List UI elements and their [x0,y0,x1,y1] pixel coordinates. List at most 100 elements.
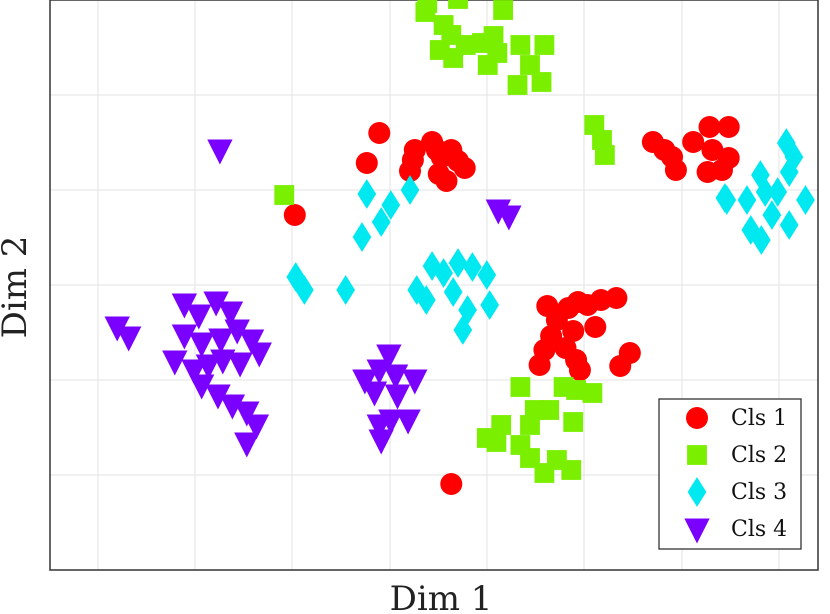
data-point-cls-3 [779,157,799,187]
data-point-cls-2 [510,35,531,55]
data-point-cls-2 [476,428,497,448]
legend-label-cls-2: Cls 2 [731,443,787,468]
data-point-cls-3 [768,177,788,207]
legend-label-cls-1: Cls 1 [731,406,787,431]
data-point-cls-1 [355,152,378,174]
data-point-cls-3 [381,190,401,220]
data-point-cls-4 [195,354,222,380]
legend-box [658,398,802,550]
data-point-cls-2 [584,115,605,135]
data-point-cls-4 [203,291,229,317]
x-axis-label: Dim 1 [390,579,493,614]
data-point-cls-3 [737,185,757,215]
data-point-cls-2 [520,415,540,435]
data-point-cls-4 [224,319,250,345]
data-point-cls-3 [480,290,500,320]
data-point-cls-4 [171,293,198,319]
legend-label-cls-3: Cls 3 [731,480,787,505]
legend-markers [684,407,710,544]
data-point-cls-4 [238,329,265,355]
data-point-cls-2 [429,40,450,60]
data-point-cls-1 [562,320,585,342]
data-point-cls-4 [395,409,421,435]
data-point-cls-4 [382,364,409,390]
data-point-cls-4 [366,414,392,440]
series-cls-1 [283,116,740,495]
data-point-cls-3 [371,207,391,237]
data-point-cls-2 [539,400,560,420]
data-point-cls-2 [566,380,586,400]
data-point-cls-4 [171,324,198,350]
data-point-cls-1 [605,287,628,309]
data-point-cls-4 [116,326,142,352]
data-point-cls-1 [283,204,306,226]
data-point-cls-2 [477,55,498,75]
data-point-cls-4 [181,359,207,385]
legend-marker-cls-4 [684,518,710,544]
legend: Cls 1 Cls 2 Cls 3 Cls 4 [658,398,802,550]
y-axis-label: Dim 2 [0,236,35,339]
data-point-cls-2 [448,0,468,9]
data-point-cls-3 [448,248,468,278]
data-point-cls-3 [463,252,482,282]
data-point-cls-3 [779,210,799,240]
data-point-cls-3 [434,258,453,288]
data-point-cls-2 [594,145,615,165]
data-point-cls-1 [453,157,476,179]
data-point-cls-1 [435,170,458,192]
data-point-cls-1 [682,131,705,153]
data-point-cls-2 [415,2,436,22]
data-point-cls-3 [453,315,473,345]
data-point-cls-1 [664,159,687,181]
plot-frame [49,0,819,571]
data-point-cls-2 [507,75,528,95]
data-point-cls-2 [520,55,540,75]
data-point-cls-3 [352,222,372,252]
data-point-cls-3 [443,277,463,307]
data-point-cls-4 [246,342,272,368]
data-point-cls-4 [243,414,270,440]
data-point-cls-2 [483,26,504,46]
data-point-cls-4 [219,394,246,420]
data-point-cls-4 [162,350,188,376]
data-point-cls-4 [208,328,234,354]
data-point-cls-4 [227,352,253,378]
data-point-cls-1 [568,359,591,381]
data-point-cls-4 [234,401,260,427]
data-point-cls-4 [234,432,260,458]
legend-marker-cls-2 [687,445,707,465]
data-point-cls-2 [563,412,584,432]
data-point-cls-3 [407,275,427,305]
data-point-cls-3 [717,185,737,215]
data-point-cls-4 [186,304,212,330]
data-point-cls-2 [510,377,531,397]
data-point-cls-4 [104,316,130,342]
legend-marker-cls-1 [686,407,708,429]
data-point-cls-4 [368,429,394,455]
series-cls-2 [274,0,615,483]
data-point-cls-4 [361,381,388,407]
data-point-cls-3 [422,251,442,281]
data-point-cls-3 [741,215,761,245]
data-point-cls-1 [528,354,551,376]
series-cls-3 [286,128,815,345]
legend-marker-cls-3 [687,477,707,507]
data-point-cls-3 [762,200,782,230]
data-point-cls-1 [618,342,641,364]
data-point-cls-2 [582,383,603,403]
data-point-cls-3 [752,225,771,255]
data-point-cls-4 [496,205,522,231]
data-points [104,0,815,495]
data-point-cls-2 [592,130,612,150]
data-point-cls-3 [796,185,815,215]
data-point-cls-1 [399,160,421,182]
data-point-cls-3 [458,295,477,325]
data-point-cls-2 [561,460,582,480]
data-point-cls-4 [207,139,233,165]
data-point-cls-3 [400,175,420,205]
data-point-cls-2 [531,72,552,92]
data-point-cls-3 [755,177,775,207]
data-point-cls-4 [402,369,428,395]
data-point-cls-2 [520,448,540,468]
